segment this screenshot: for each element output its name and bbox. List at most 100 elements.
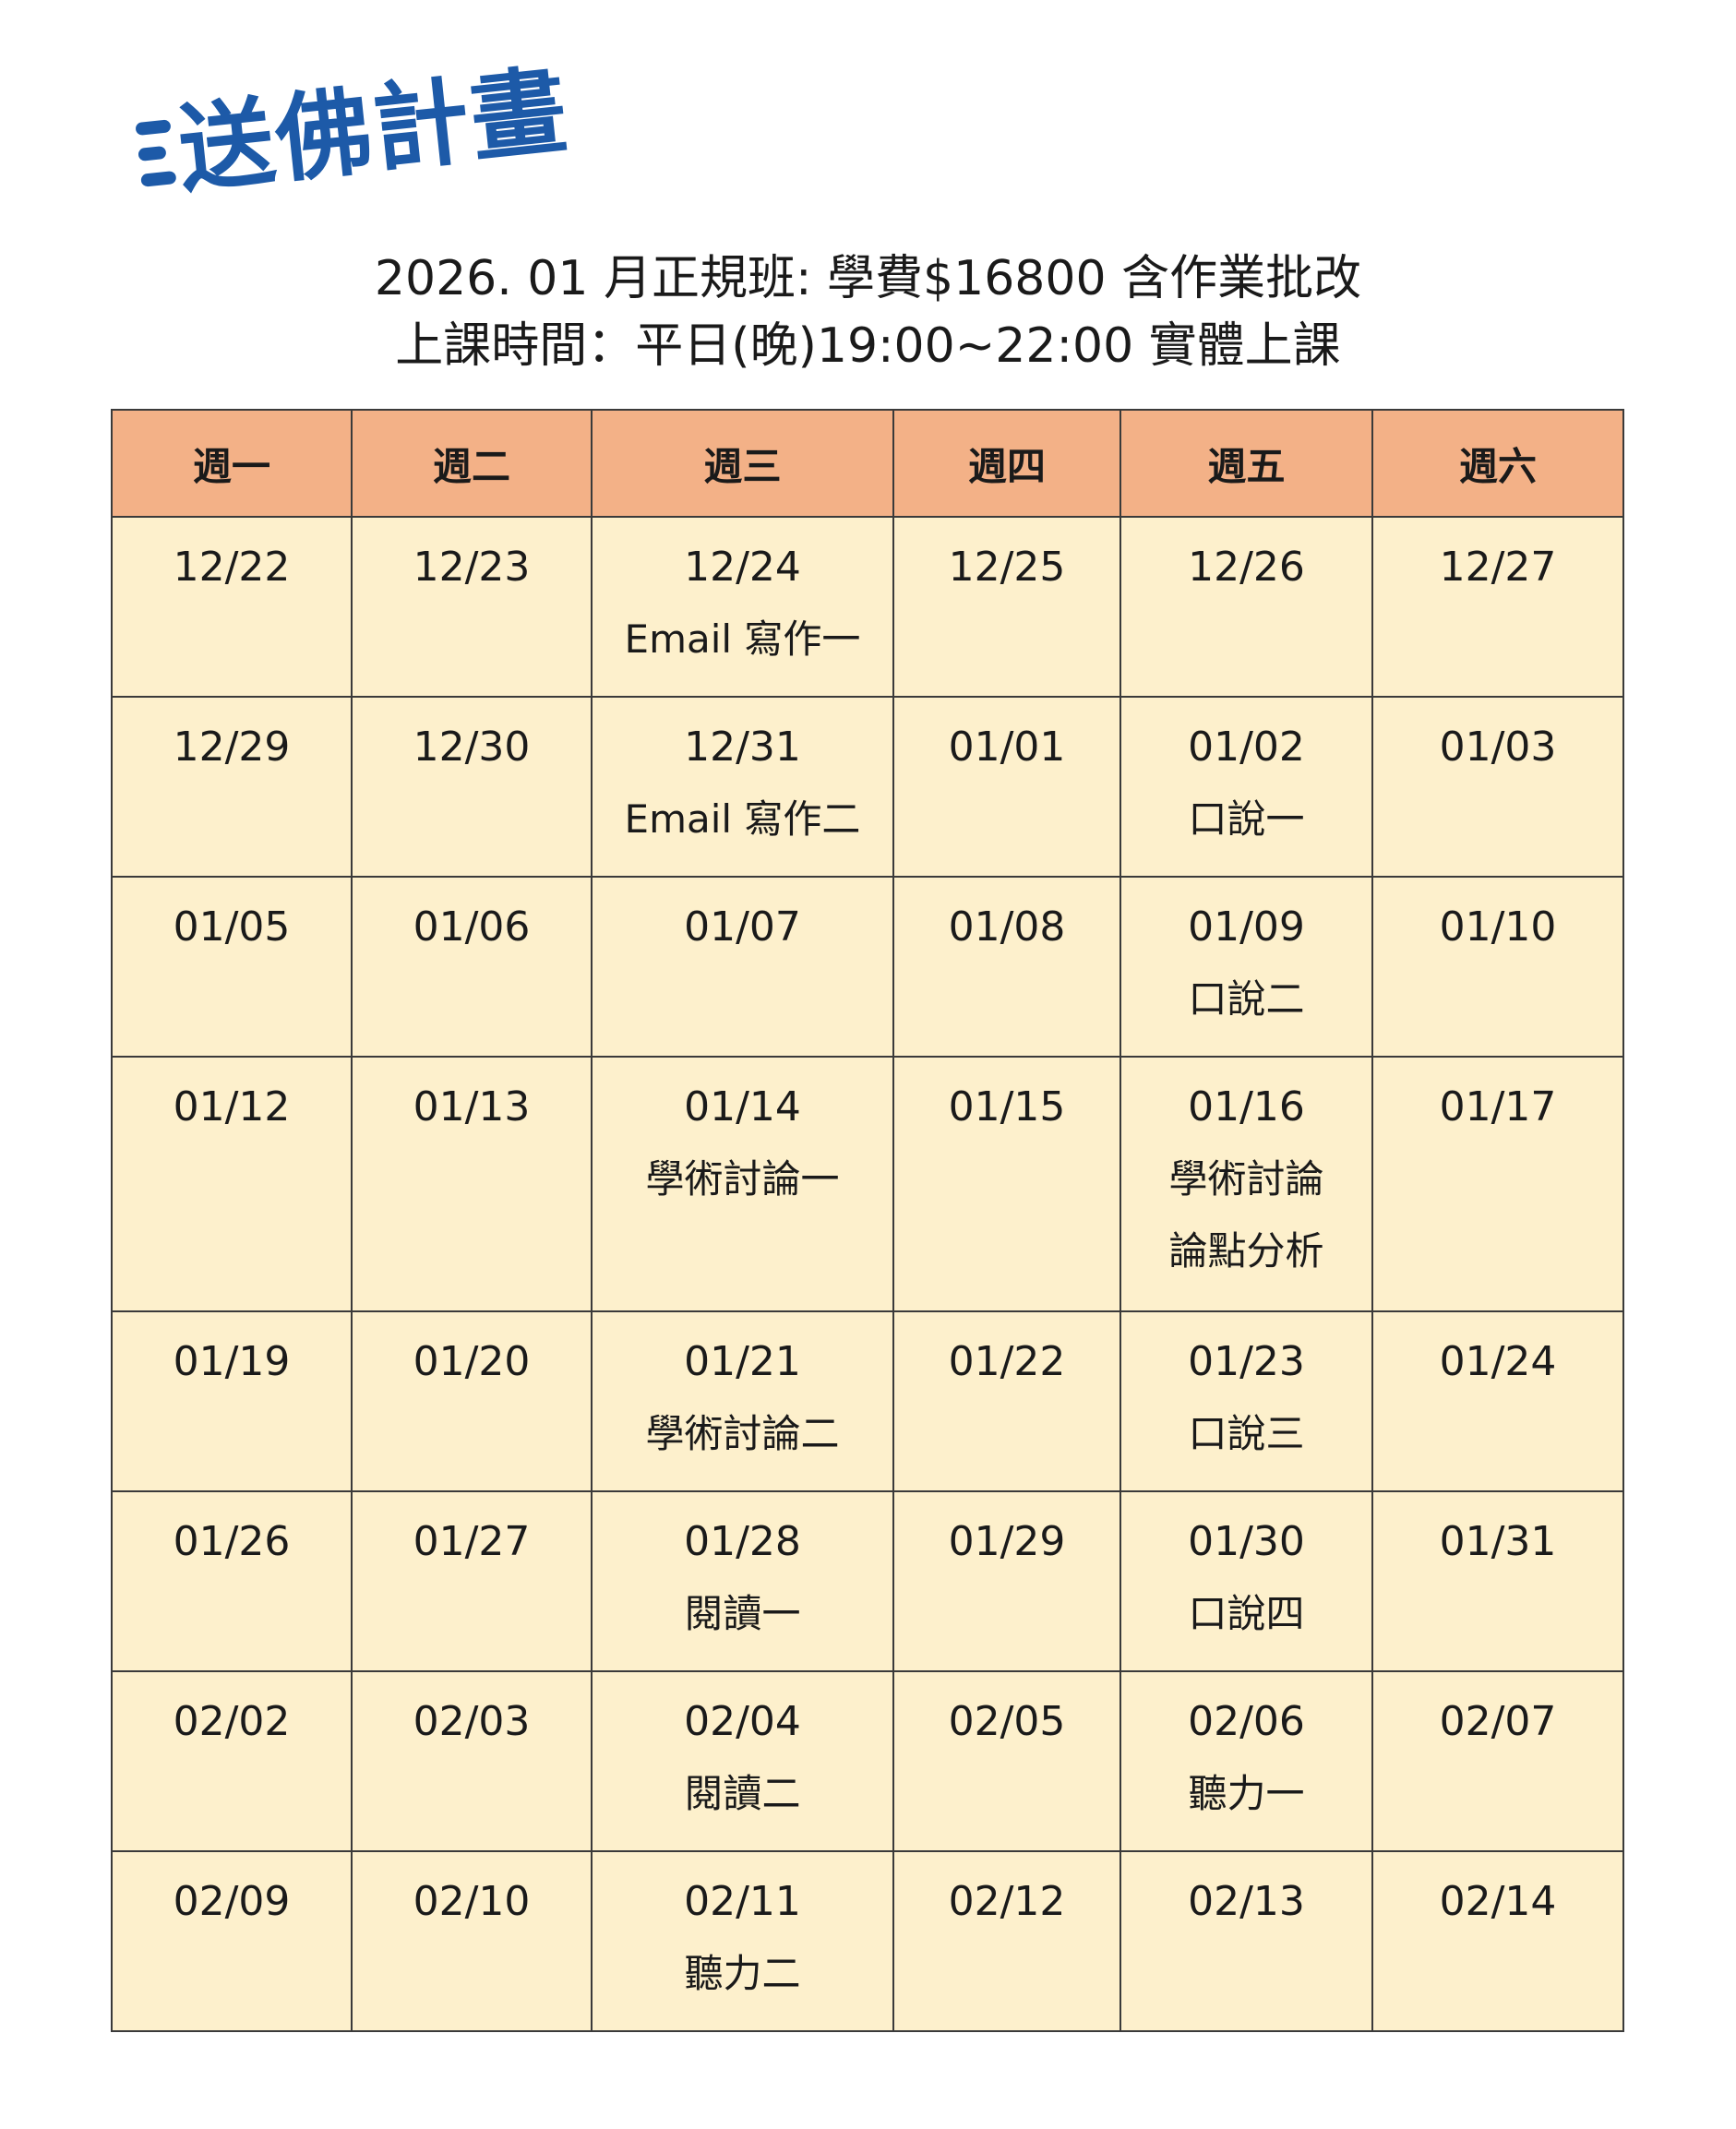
cell-date: 01/26 [173,1518,291,1565]
cell-date: 02/11 [684,1878,801,1925]
logo-text: 送佛計畫 [173,54,574,208]
day-header-thu: 週四 [892,409,1121,518]
week-row: 02/02 02/03 02/04 閱讀二 02/05 02/06 聽力一 02/07 [111,1670,1624,1852]
logo-stripe [138,145,167,161]
day-cell: 02/14 [1371,1850,1624,2032]
cell-date: 12/25 [948,544,1066,591]
day-cell: 02/12 [892,1850,1121,2032]
day-header-mon: 週一 [111,409,353,518]
week-row: 01/26 01/27 01/28 閱讀一 01/29 01/30 口說四 01/31 [111,1490,1624,1672]
day-cell: 01/26 [111,1490,353,1672]
day-cell: 02/04 閱讀二 [591,1670,894,1852]
cell-event: 口說二 [1188,976,1305,1022]
cell-date: 12/26 [1188,544,1305,591]
day-cell: 01/29 [892,1490,1121,1672]
cell-date: 12/29 [173,724,291,771]
cell-date: 02/07 [1439,1698,1557,1745]
cell-date: 02/05 [948,1698,1066,1745]
cell-event: 口說三 [1188,1411,1305,1456]
day-cell: 01/10 [1371,876,1624,1058]
day-cell: 01/09 口說二 [1119,876,1373,1058]
brand-logo: 送佛計畫 [131,36,578,228]
cell-event: 聽力一 [1188,1771,1305,1816]
cell-date: 01/19 [173,1338,291,1385]
day-cell: 01/16 學術討論論點分析 [1119,1056,1373,1312]
day-cell: 01/14 學術討論一 [591,1056,894,1312]
cell-date: 01/07 [684,903,801,951]
class-time: 上課時間：平日(晚)19:00~22:00 實體上課 [395,318,1341,374]
cell-event: 學術討論一 [645,1156,840,1202]
day-cell: 01/23 口說三 [1119,1310,1373,1492]
cell-date: 01/30 [1188,1518,1305,1565]
week-row: 01/05 01/06 01/07 01/08 01/09 口說二 01/10 [111,876,1624,1058]
cell-date: 01/08 [948,903,1066,951]
day-cell: 12/22 [111,516,353,698]
day-cell: 12/27 [1371,516,1624,698]
cell-date: 01/14 [684,1083,801,1130]
cell-event: 口說四 [1188,1591,1305,1636]
day-cell: 02/07 [1371,1670,1624,1852]
day-cell: 12/24 Email 寫作一 [591,516,894,698]
schedule-header-row: 週一 週二 週三 週四 週五 週六 [111,409,1624,518]
day-cell: 01/20 [351,1310,593,1492]
cell-date: 01/23 [1188,1338,1305,1385]
cell-event: 論點分析 [1168,1228,1324,1274]
cell-date: 01/05 [173,903,291,951]
cell-date: 12/30 [413,724,531,771]
day-cell: 01/31 [1371,1490,1624,1672]
day-cell: 01/07 [591,876,894,1058]
day-cell: 01/05 [111,876,353,1058]
cell-date: 01/12 [173,1083,291,1130]
day-cell: 01/02 口說一 [1119,696,1373,878]
day-cell: 12/23 [351,516,593,698]
cell-date: 02/09 [173,1878,291,1925]
cell-event: 學術討論 [1168,1156,1324,1202]
day-header-tue: 週二 [351,409,593,518]
day-cell: 01/17 [1371,1056,1624,1312]
day-cell: 01/19 [111,1310,353,1492]
logo-stripes [135,119,177,187]
cell-date: 01/10 [1439,903,1557,951]
cell-date: 01/02 [1188,724,1305,771]
cell-date: 01/13 [413,1083,531,1130]
week-row: 02/09 02/10 02/11 聽力二 02/12 02/13 02/14 [111,1850,1624,2032]
day-cell: 02/05 [892,1670,1121,1852]
day-cell: 02/03 [351,1670,593,1852]
cell-date: 01/22 [948,1338,1066,1385]
cell-date: 01/16 [1188,1083,1305,1130]
day-cell: 01/01 [892,696,1121,878]
cell-date: 01/24 [1439,1338,1557,1385]
cell-date: 02/06 [1188,1698,1305,1745]
day-cell: 02/10 [351,1850,593,2032]
day-cell: 02/09 [111,1850,353,2032]
cell-date: 12/27 [1439,544,1557,591]
day-header-wed: 週三 [591,409,894,518]
week-row: 01/12 01/13 01/14 學術討論一 01/15 01/16 學術討論 論點分析 01… [111,1056,1624,1312]
day-cell: 02/13 [1119,1850,1373,2032]
cell-date: 02/13 [1188,1878,1305,1925]
day-cell: 12/26 [1119,516,1373,698]
cell-date: 01/01 [948,724,1066,771]
day-cell: 12/25 [892,516,1121,698]
day-cell: 01/21 學術討論二 [591,1310,894,1492]
cell-date: 01/15 [948,1083,1066,1130]
cell-date: 02/04 [684,1698,801,1745]
cell-date: 12/22 [173,544,291,591]
day-cell: 01/13 [351,1056,593,1312]
cell-date: 01/03 [1439,724,1557,771]
day-cell: 01/30 口說四 [1119,1490,1373,1672]
cell-date: 02/02 [173,1698,291,1745]
cell-event: Email 寫作二 [624,796,861,842]
day-cell: 02/11 聽力二 [591,1850,894,2032]
cell-event: 學術討論二 [645,1411,840,1456]
logo-stripe [135,119,172,137]
cell-event: Email 寫作一 [624,616,861,662]
day-cell: 02/02 [111,1670,353,1852]
day-cell: 12/30 [351,696,593,878]
schedule-body: 12/22 12/23 12/24 Email 寫作一 12/25 12/26 12/27 1… [111,516,1624,2032]
day-cell: 01/27 [351,1490,593,1672]
cell-event: 聽力二 [684,1951,801,1996]
cell-date: 02/12 [948,1878,1066,1925]
week-row: 12/29 12/30 12/31 Email 寫作二 01/01 01/02 口說一 01/… [111,696,1624,878]
cell-event: 閱讀一 [684,1591,801,1636]
